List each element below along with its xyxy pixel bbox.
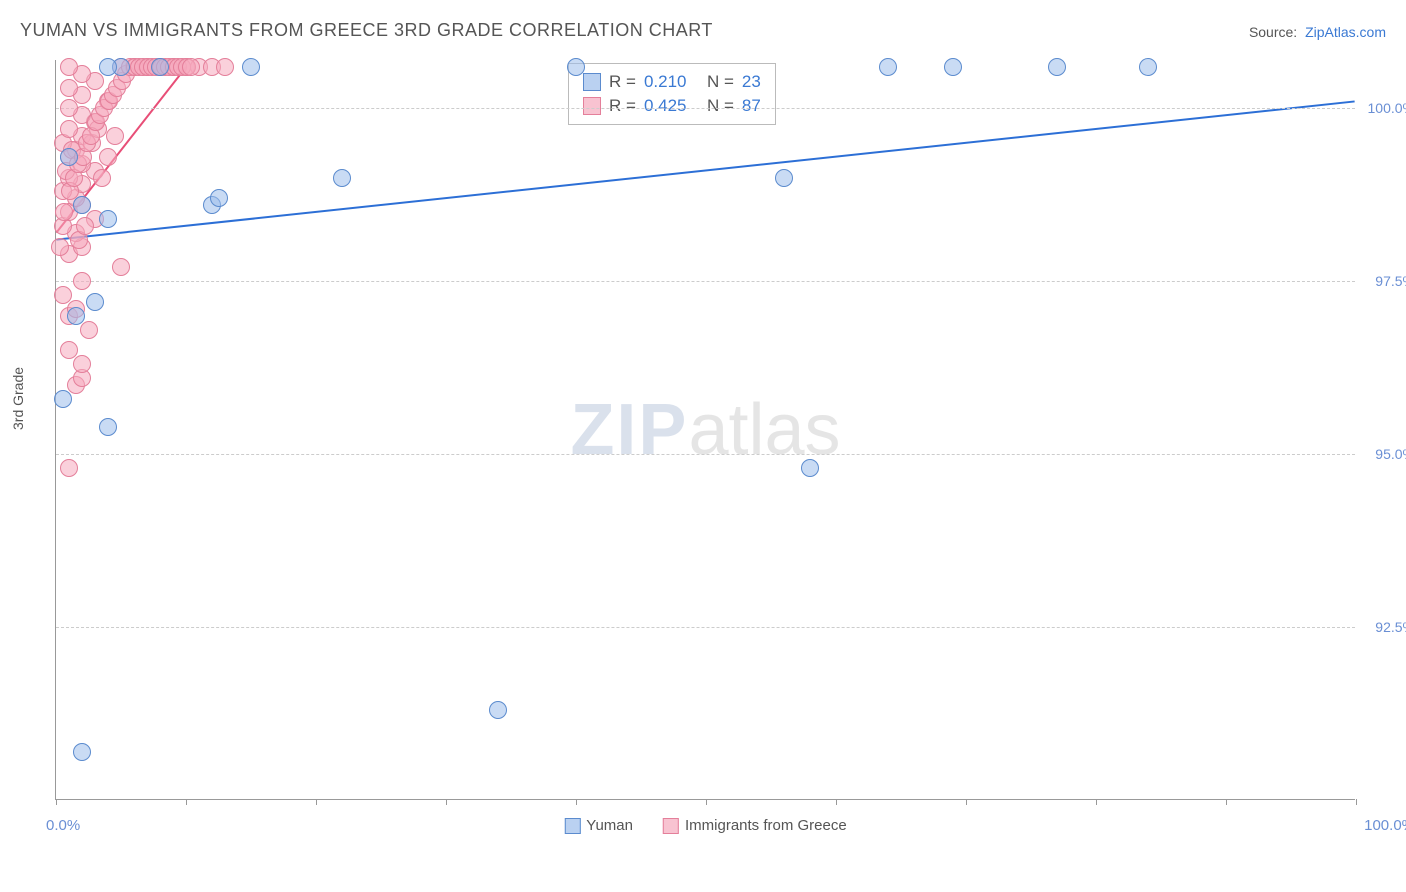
data-point-yuman xyxy=(775,169,793,187)
legend-swatch-blue xyxy=(583,73,601,91)
data-point-greece xyxy=(60,459,78,477)
data-point-yuman xyxy=(1139,58,1157,76)
data-point-yuman xyxy=(1048,58,1066,76)
gridline xyxy=(56,281,1355,282)
data-point-yuman xyxy=(67,307,85,325)
data-point-greece xyxy=(182,58,200,76)
data-point-yuman xyxy=(99,418,117,436)
legend-row-greece: R = 0.425 N = 87 xyxy=(583,94,761,118)
data-point-yuman xyxy=(242,58,260,76)
data-point-greece xyxy=(106,127,124,145)
series-legend: Yuman Immigrants from Greece xyxy=(564,817,846,834)
gridline xyxy=(56,454,1355,455)
data-point-greece xyxy=(99,148,117,166)
data-point-yuman xyxy=(86,293,104,311)
data-point-greece xyxy=(73,355,91,373)
data-point-yuman xyxy=(210,189,228,207)
legend-n-label: N = xyxy=(707,72,734,92)
legend-item-greece: Immigrants from Greece xyxy=(663,817,847,834)
source-attribution: Source: ZipAtlas.com xyxy=(1249,24,1386,40)
chart-title: YUMAN VS IMMIGRANTS FROM GREECE 3RD GRAD… xyxy=(20,20,713,41)
legend-r-value-2: 0.425 xyxy=(644,96,699,116)
data-point-greece xyxy=(80,321,98,339)
watermark-zip: ZIP xyxy=(570,390,688,470)
y-axis-label: 3rd Grade xyxy=(10,367,26,430)
data-point-greece xyxy=(112,258,130,276)
gridline xyxy=(56,627,1355,628)
legend-row-yuman: R = 0.210 N = 23 xyxy=(583,70,761,94)
legend-item-yuman: Yuman xyxy=(564,817,633,834)
data-point-greece xyxy=(93,169,111,187)
legend-r-value-1: 0.210 xyxy=(644,72,699,92)
data-point-yuman xyxy=(99,58,117,76)
data-point-yuman xyxy=(99,210,117,228)
data-point-greece xyxy=(60,341,78,359)
data-point-greece xyxy=(73,272,91,290)
data-point-yuman xyxy=(879,58,897,76)
data-point-yuman xyxy=(73,743,91,761)
source-label: Source: xyxy=(1249,24,1297,40)
legend-n-label: N = xyxy=(707,96,734,116)
x-tick xyxy=(1226,799,1227,805)
data-point-yuman xyxy=(801,459,819,477)
data-point-yuman xyxy=(73,196,91,214)
x-tick xyxy=(56,799,57,805)
legend-swatch-pink-icon xyxy=(663,818,679,834)
legend-swatch-pink xyxy=(583,97,601,115)
legend-label-yuman: Yuman xyxy=(586,817,633,834)
data-point-greece xyxy=(60,79,78,97)
x-tick xyxy=(706,799,707,805)
x-tick xyxy=(186,799,187,805)
data-point-greece xyxy=(54,286,72,304)
data-point-yuman xyxy=(567,58,585,76)
y-tick-label: 97.5% xyxy=(1360,273,1406,289)
legend-n-value-2: 87 xyxy=(742,96,761,116)
data-point-yuman xyxy=(944,58,962,76)
x-tick xyxy=(836,799,837,805)
data-point-greece xyxy=(60,120,78,138)
x-tick xyxy=(576,799,577,805)
data-point-yuman xyxy=(333,169,351,187)
data-point-greece xyxy=(60,58,78,76)
x-tick xyxy=(1096,799,1097,805)
x-tick xyxy=(316,799,317,805)
x-axis-min-label: 0.0% xyxy=(46,817,80,834)
legend-r-label: R = xyxy=(609,96,636,116)
legend-swatch-blue-icon xyxy=(564,818,580,834)
legend-label-greece: Immigrants from Greece xyxy=(685,817,847,834)
correlation-legend: R = 0.210 N = 23 R = 0.425 N = 87 xyxy=(568,63,776,125)
data-point-yuman xyxy=(54,390,72,408)
legend-n-value-1: 23 xyxy=(742,72,761,92)
data-point-greece xyxy=(76,217,94,235)
y-tick-label: 95.0% xyxy=(1360,446,1406,462)
watermark: ZIPatlas xyxy=(570,389,840,471)
source-link[interactable]: ZipAtlas.com xyxy=(1305,24,1386,40)
data-point-greece xyxy=(51,238,69,256)
data-point-yuman xyxy=(151,58,169,76)
data-point-greece xyxy=(60,99,78,117)
data-point-greece xyxy=(55,203,73,221)
watermark-atlas: atlas xyxy=(688,390,840,470)
x-tick xyxy=(1356,799,1357,805)
gridline xyxy=(56,108,1355,109)
trend-lines xyxy=(56,60,1355,799)
x-tick xyxy=(446,799,447,805)
y-tick-label: 100.0% xyxy=(1360,100,1406,116)
legend-r-label: R = xyxy=(609,72,636,92)
scatter-chart: ZIPatlas R = 0.210 N = 23 R = 0.425 N = … xyxy=(55,60,1355,800)
data-point-yuman xyxy=(60,148,78,166)
data-point-yuman xyxy=(489,701,507,719)
data-point-greece xyxy=(216,58,234,76)
x-axis-max-label: 100.0% xyxy=(1364,817,1406,834)
y-tick-label: 92.5% xyxy=(1360,619,1406,635)
x-tick xyxy=(966,799,967,805)
